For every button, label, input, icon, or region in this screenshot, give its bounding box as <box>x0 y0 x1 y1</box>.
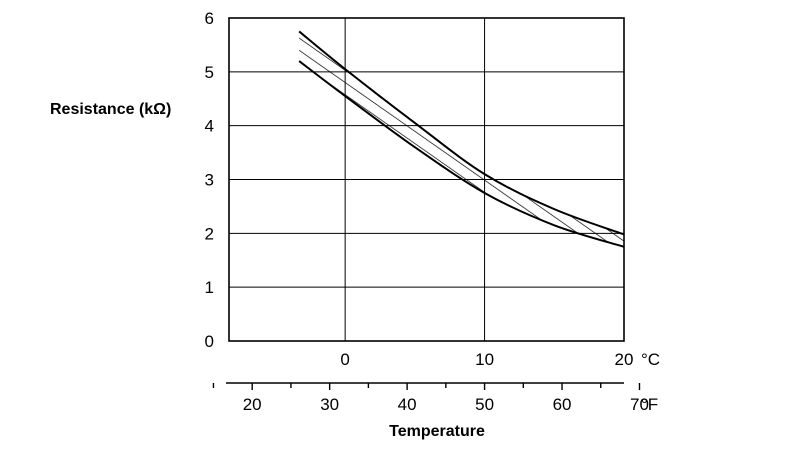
plot-frame <box>228 17 625 342</box>
celsius-tick-label: 0 <box>340 350 349 369</box>
fahrenheit-axis-ticks: 20 30 40 50 60 70 <box>212 383 649 414</box>
y-tick-label: 5 <box>205 63 214 82</box>
celsius-unit: °C <box>641 350 660 369</box>
fahrenheit-tick-label: 50 <box>475 395 494 414</box>
x-axis-label: Temperature <box>389 423 485 440</box>
y-axis-label: Resistance (kΩ) <box>50 101 171 118</box>
celsius-axis-ticks: 0 10 20 <box>340 350 633 369</box>
lower-limit-line <box>298 60 625 248</box>
y-tick-label: 0 <box>205 332 214 351</box>
y-tick-label: 4 <box>205 117 214 136</box>
fahrenheit-tick-label: 30 <box>320 395 339 414</box>
upper-limit-line <box>298 30 625 236</box>
celsius-tick-label: 20 <box>615 350 634 369</box>
y-tick-label: 1 <box>205 278 214 297</box>
resistance-band-fill <box>299 31 624 247</box>
y-tick-label: 2 <box>205 224 214 243</box>
fahrenheit-tick-label: 40 <box>398 395 417 414</box>
resistance-band <box>298 30 625 248</box>
grid-lines <box>229 18 624 341</box>
fahrenheit-unit: °F <box>641 395 658 414</box>
y-tick-label: 3 <box>205 171 214 190</box>
y-tick-label: 6 <box>205 9 214 28</box>
celsius-tick-label: 10 <box>475 350 494 369</box>
fahrenheit-tick-label: 70 <box>630 395 649 414</box>
fahrenheit-tick-label: 60 <box>553 395 572 414</box>
fahrenheit-tick-label: 20 <box>243 395 262 414</box>
y-axis-ticks: 0 1 2 3 4 5 6 <box>205 9 214 351</box>
